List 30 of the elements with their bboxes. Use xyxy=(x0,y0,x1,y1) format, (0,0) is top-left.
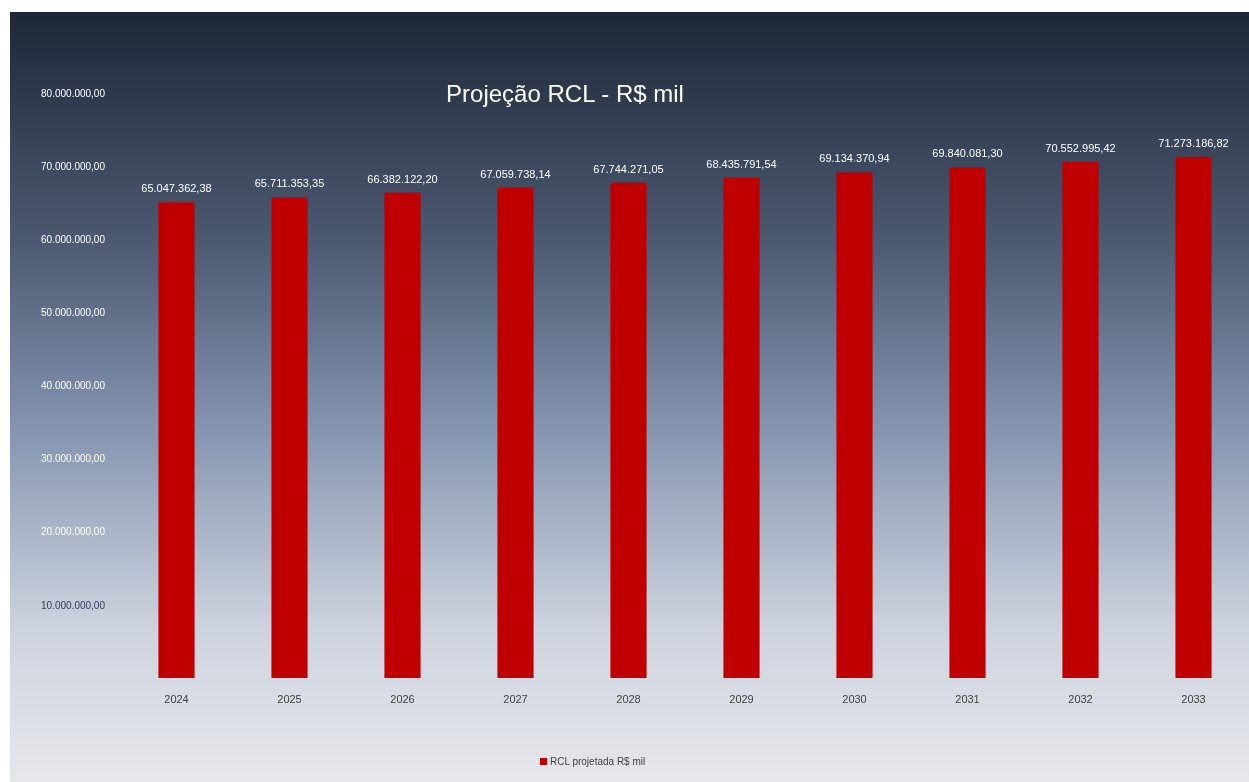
data-label: 69.134.370,94 xyxy=(819,152,890,165)
x-tick-label: 2031 xyxy=(955,692,980,705)
data-label: 65.047.362,38 xyxy=(141,182,212,195)
x-tick-label: 2028 xyxy=(616,692,641,705)
x-tick-label: 2027 xyxy=(503,692,528,705)
y-tick-label: 80.000.000,00 xyxy=(41,87,106,99)
data-label: 66.382.122,20 xyxy=(367,172,438,185)
y-tick-label: 20.000.000,00 xyxy=(41,526,106,538)
data-label: 67.059.738,14 xyxy=(480,167,551,180)
data-label: 68.435.791,54 xyxy=(706,157,777,170)
data-label: 71.273.186,82 xyxy=(1158,136,1229,149)
y-tick-label: 30.000.000,00 xyxy=(41,453,106,465)
x-tick-label: 2029 xyxy=(729,692,754,705)
x-tick-label: 2030 xyxy=(842,692,867,705)
x-tick-label: 2024 xyxy=(164,692,189,705)
y-tick-label: 70.000.000,00 xyxy=(41,160,106,172)
y-tick-label: 10.000.000,00 xyxy=(41,599,106,611)
y-tick-label: 40.000.000,00 xyxy=(41,380,106,392)
x-tick-label: 2033 xyxy=(1181,692,1206,705)
x-tick-label: 2026 xyxy=(390,692,415,705)
y-tick-label: 60.000.000,00 xyxy=(41,233,106,245)
data-label: 67.744.271,05 xyxy=(593,162,664,175)
data-label: 69.840.081,30 xyxy=(932,147,1003,160)
data-label: 70.552.995,42 xyxy=(1045,142,1116,155)
x-tick-label: 2032 xyxy=(1068,692,1093,705)
chart-title: Projeção RCL - R$ mil xyxy=(446,80,684,107)
y-tick-label: 50.000.000,00 xyxy=(41,307,106,319)
x-tick-label: 2025 xyxy=(277,692,302,705)
data-label: 65.711.353,35 xyxy=(254,177,325,190)
legend-label: RCL projetada R$ mil xyxy=(550,756,646,767)
